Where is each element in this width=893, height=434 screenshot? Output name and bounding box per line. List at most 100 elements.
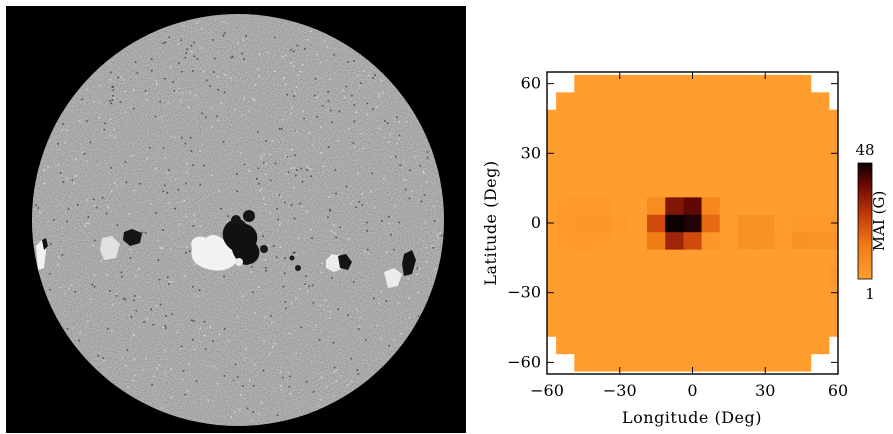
heatmap-cell [737,196,757,215]
heatmap-cell-active [792,214,812,233]
heatmap-cell [683,92,703,111]
y-tick-labels: 60 30 0 −30 −60 [507,74,541,372]
heatmap-cell [774,92,794,111]
heatmap-cell [556,283,575,302]
heatmap-cell [628,127,648,146]
heatmap-cell [610,301,630,320]
heatmap-cell [610,127,630,146]
heatmap-cell [628,231,648,250]
heatmap-cell [792,127,812,146]
heatmap-cell [628,144,648,163]
heatmap-cell [828,162,838,180]
heatmap-cell-active [665,231,684,250]
heatmap-cell-active [592,231,612,250]
heatmap-cell [574,179,593,198]
heatmap-cell [628,336,648,355]
heatmap-cell [719,74,739,93]
heatmap-cell [574,74,593,93]
heatmap-cell [719,266,739,285]
negative-polarity-region [123,229,142,246]
heatmap-cell [628,92,648,111]
negative-spot [260,245,268,253]
axis-ticks [546,72,839,374]
heatmap-cell [628,179,648,198]
heatmap-cell [719,231,739,250]
heatmap-cell [737,92,757,111]
heatmap-cell [774,266,794,285]
heatmap-cell-active [756,214,775,233]
heatmap-cell-active [828,231,838,250]
heatmap-cell [647,266,666,285]
heatmap-cell [701,283,721,302]
heatmap-cell [574,318,593,337]
heatmap-cell [828,196,838,215]
heatmap-cell [610,318,630,337]
heatmap-cell [592,301,612,320]
heatmap-cell [792,301,812,320]
heatmap-cell [556,162,575,180]
heatmap-cell [756,301,775,320]
x-tick-labels: −60 −30 0 30 60 [530,381,848,400]
heatmap-cell [719,318,739,337]
heatmap-cell [756,127,775,146]
heatmap-cell [547,318,557,337]
heatmap-cell [665,301,684,320]
colorbar: 48 1 MAI (G) [855,141,888,303]
negative-spot [295,265,301,271]
heatmap-cell [574,283,593,302]
heatmap-cell [683,353,703,372]
heatmap-cell-active [737,214,757,233]
heatmap-cell [628,353,648,372]
heatmap-cell [556,179,575,198]
heatmap-cell [610,74,630,93]
y-tick-label: 0 [531,213,541,232]
heatmap-cell-active [701,196,721,215]
heatmap-cell [719,144,739,163]
heatmap-cell [701,336,721,355]
heatmap-cell [701,249,721,268]
positive-polarity-region [100,236,120,260]
heatmap-cell [756,249,775,268]
heatmap-cell [547,196,557,215]
heatmap-cell-active [737,231,757,250]
heatmap-cell [774,196,794,215]
heatmap-cell [701,318,721,337]
heatmap-cell [719,353,739,372]
heatmap-cell [610,92,630,111]
heatmap-cell [774,301,794,320]
heatmap-cell [737,162,757,180]
heatmap-cell [774,162,794,180]
heatmap-cell [592,179,612,198]
heatmap-cell [547,127,557,146]
x-tick-label: −60 [530,381,564,400]
heatmap-cell [556,266,575,285]
heatmap-cell [774,127,794,146]
heatmap-cell [683,249,703,268]
heatmap-cell [774,74,794,93]
positive-polarity-region [384,268,402,288]
heatmap-cell-active [701,231,721,250]
heatmap-cell [592,353,612,372]
heatmap-cell [683,144,703,163]
heatmap-cell [719,127,739,146]
heatmap-cell [810,127,830,146]
heatmap-cell-active [665,196,684,215]
heatmap-cell [792,162,812,180]
heatmap-cell [737,144,757,163]
colorbar-scale [857,162,873,280]
heatmap-cell-active [810,231,830,250]
heatmap-cell [792,336,812,355]
heatmap-cell [737,179,757,198]
heatmap-cell [756,74,775,93]
heatmap-cell [628,214,648,233]
heatmap-cell [719,336,739,355]
heatmap-cell [810,162,830,180]
heatmap-cell [701,92,721,111]
negative-polarity-region [42,238,48,250]
heatmap-cell [547,249,557,268]
heatmap-cell [574,301,593,320]
heatmap-cell [701,109,721,128]
heatmap-cell [592,318,612,337]
negative-polarity-region [338,254,352,270]
heatmap-cell [810,266,830,285]
